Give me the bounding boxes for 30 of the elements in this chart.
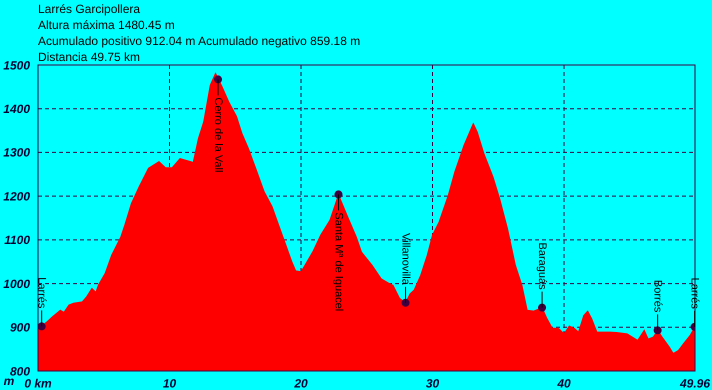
y-tick-label: 900	[10, 320, 30, 335]
x-tick-label: 30	[426, 376, 440, 390]
y-tick-label: 1000	[3, 276, 30, 291]
y-tick-label: 1500	[3, 58, 30, 72]
point	[654, 326, 662, 334]
point	[214, 75, 222, 84]
text: Distancia 49.75 km	[38, 49, 142, 65]
point	[402, 298, 410, 307]
point	[538, 304, 546, 312]
text: Altura máxima 1480.45 m	[38, 17, 176, 33]
point	[334, 190, 342, 198]
annotation: Larrés	[688, 278, 701, 310]
chart-title: Larrés Garcipollera	[38, 1, 142, 17]
x-tick-label: 0 km	[24, 376, 52, 390]
annotation: Villanovilla	[400, 233, 412, 286]
annotation: Santa Mª de Iguacel	[332, 212, 344, 312]
x-tick-label: 10	[162, 376, 176, 390]
y-tick-label: 1100	[4, 233, 30, 248]
y-tick-label: 800	[10, 364, 30, 378]
annotation: Baraguás	[536, 242, 548, 290]
annotation: Borrés	[652, 280, 664, 313]
annotation: Larrés	[36, 277, 48, 309]
y-tick-label: 1200	[3, 189, 30, 204]
text: Acumulado positivo 912.04 m Acumulado negativo 859.18 m	[38, 33, 360, 49]
annotation: Cerro de la Vall	[212, 97, 224, 172]
y-tick-label: 1400	[3, 102, 30, 116]
x-tick-label: 49.96	[678, 376, 710, 390]
x-tick-label: 20	[293, 376, 308, 390]
y-tick-label: 1300	[3, 146, 30, 160]
x-tick-label: 40	[556, 376, 572, 390]
